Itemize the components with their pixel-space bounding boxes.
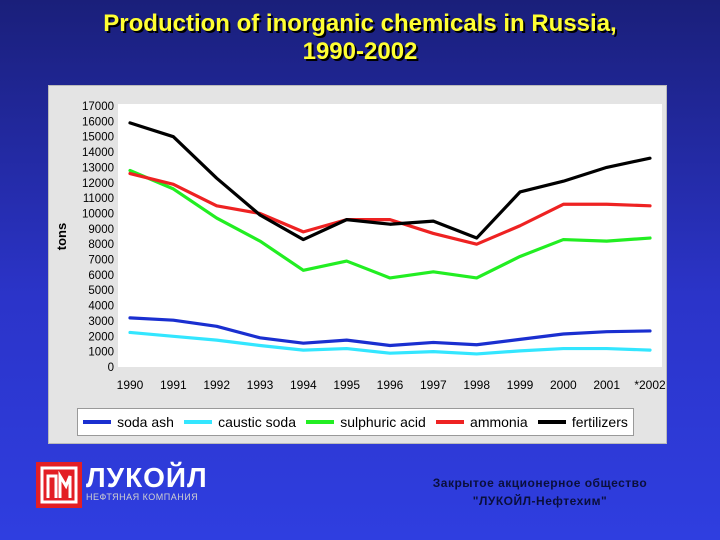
x-tick-label: 1991 [160, 378, 187, 392]
y-tick-label: 7000 [88, 255, 114, 267]
y-tick-label: 14000 [82, 147, 114, 159]
x-tick-label: *2002 [634, 378, 666, 392]
logo-subtitle: НЕФТЯНАЯ КОМПАНИЯ [86, 492, 199, 502]
x-tick-label: 1996 [377, 378, 404, 392]
legend-item: soda ash [83, 414, 174, 430]
x-tick-label: 1999 [507, 378, 534, 392]
series-line-ammonia [128, 171, 652, 246]
legend-swatch [306, 420, 335, 424]
y-tick-label: 8000 [88, 239, 114, 251]
series-line-fertilizers [128, 121, 652, 242]
y-tick-label: 5000 [88, 285, 114, 297]
legend-label: caustic soda [218, 414, 296, 430]
company-line-1: Закрытое акционерное общество [432, 476, 648, 490]
x-tick-label: 1997 [420, 378, 447, 392]
x-tick-label: 1994 [290, 378, 317, 392]
y-tick-label: 10000 [82, 208, 114, 220]
series-line-soda-ash [128, 316, 652, 348]
title-line-1: Production of inorganic chemicals in Rus… [103, 10, 617, 37]
x-tick-label: 1998 [463, 378, 490, 392]
company-name: Закрытое акционерное общество "ЛУКОЙЛ-Не… [400, 474, 680, 510]
legend-swatch [184, 420, 213, 424]
slide-title: Production of inorganic chemicals in Rus… [0, 10, 720, 66]
legend-swatch [436, 420, 465, 424]
x-tick-label: 2001 [593, 378, 620, 392]
y-tick-label: 4000 [88, 301, 114, 313]
y-tick-label: 13000 [82, 162, 114, 174]
series-line-sulphuric-acid [128, 168, 652, 280]
y-axis-label: tons [54, 223, 69, 250]
legend-label: sulphuric acid [340, 414, 426, 430]
company-line-2: "ЛУКОЙЛ-Нефтехим" [472, 494, 608, 508]
legend-item: ammonia [436, 414, 528, 430]
x-tick-label: 1993 [247, 378, 274, 392]
y-tick-label: 11000 [83, 193, 114, 205]
y-tick-label: 1000 [88, 347, 114, 359]
plot-area [118, 104, 662, 367]
y-tick-label: 3000 [88, 316, 114, 328]
legend-swatch [537, 420, 566, 424]
x-tick-label: 2000 [550, 378, 577, 392]
y-tick-label: 15000 [82, 132, 114, 144]
logo-brand: ЛУКОЙЛ [86, 462, 208, 493]
y-tick-label: 12000 [82, 178, 114, 190]
legend-label: fertilizers [571, 414, 628, 430]
legend-swatch [83, 420, 112, 424]
x-tick-label: 1990 [117, 378, 144, 392]
lukoil-logo-icon [36, 462, 82, 508]
chart-legend: soda ash caustic soda sulphuric acid ammoni… [77, 408, 634, 436]
y-tick-label: 0 [108, 362, 114, 374]
title-line-2: 1990-2002 [302, 38, 418, 65]
x-tick-label: 1995 [333, 378, 360, 392]
y-tick-label: 17000 [82, 101, 114, 113]
y-tick-label: 16000 [82, 116, 114, 128]
legend-item: caustic soda [184, 414, 296, 430]
legend-label: ammonia [470, 414, 528, 430]
legend-item: fertilizers [537, 414, 628, 430]
y-tick-label: 6000 [88, 270, 114, 282]
legend-label: soda ash [117, 414, 174, 430]
y-tick-label: 9000 [88, 224, 114, 236]
legend-item: sulphuric acid [306, 414, 426, 430]
series-line-caustic-soda [128, 330, 652, 356]
y-tick-label: 2000 [88, 331, 114, 343]
x-tick-label: 1992 [203, 378, 230, 392]
